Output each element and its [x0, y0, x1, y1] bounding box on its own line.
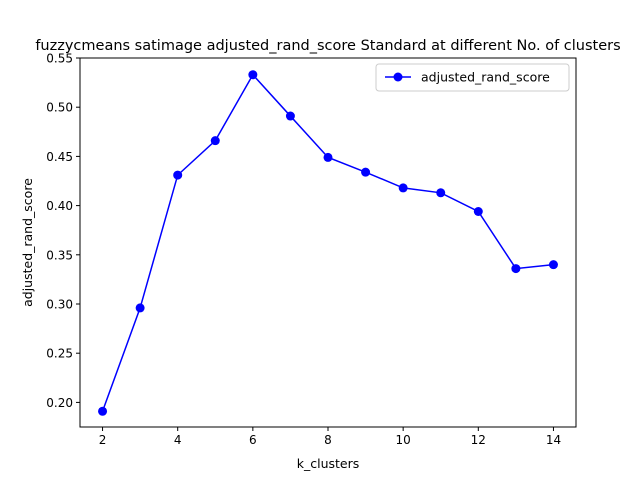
data-point: [511, 264, 521, 274]
y-axis: 0.20 0.25 0.30 0.35 0.40 0.45 0.50 0.55: [46, 52, 80, 410]
data-point: [98, 406, 108, 416]
y-tick-label: 0.35: [46, 248, 73, 262]
x-tick-label: 4: [174, 433, 182, 447]
y-tick-label: 0.50: [46, 101, 73, 115]
x-tick-label: 8: [324, 433, 332, 447]
y-tick-label: 0.55: [46, 52, 73, 66]
data-point: [361, 167, 371, 177]
y-axis-label: adjusted_rand_score: [20, 178, 35, 307]
x-tick-label: 2: [99, 433, 107, 447]
data-point: [135, 303, 145, 313]
legend-label: adjusted_rand_score: [421, 70, 550, 85]
x-tick-label: 10: [396, 433, 411, 447]
data-point: [210, 136, 220, 146]
x-tick-label: 14: [546, 433, 561, 447]
y-tick-label: 0.20: [46, 396, 73, 410]
plot-area: [98, 70, 558, 416]
data-point: [398, 183, 408, 193]
y-tick-label: 0.25: [46, 347, 73, 361]
x-tick-label: 6: [249, 433, 257, 447]
y-tick-label: 0.40: [46, 199, 73, 213]
data-point: [323, 152, 333, 162]
legend: adjusted_rand_score: [375, 63, 570, 92]
chart-title: fuzzycmeans satimage adjusted_rand_score…: [35, 38, 620, 54]
data-point: [248, 70, 258, 80]
legend-marker-sample: [393, 72, 403, 82]
data-point: [285, 111, 295, 121]
x-axis-label: k_clusters: [297, 456, 360, 471]
x-axis: 2 4 6 8 10 12 14: [99, 427, 561, 447]
data-point: [436, 188, 446, 198]
data-point: [473, 207, 483, 217]
legend-box: [375, 63, 570, 92]
y-tick-label: 0.45: [46, 150, 73, 164]
y-tick-label: 0.30: [46, 298, 73, 312]
data-point: [173, 170, 183, 180]
data-point: [548, 260, 558, 270]
x-tick-label: 12: [471, 433, 486, 447]
